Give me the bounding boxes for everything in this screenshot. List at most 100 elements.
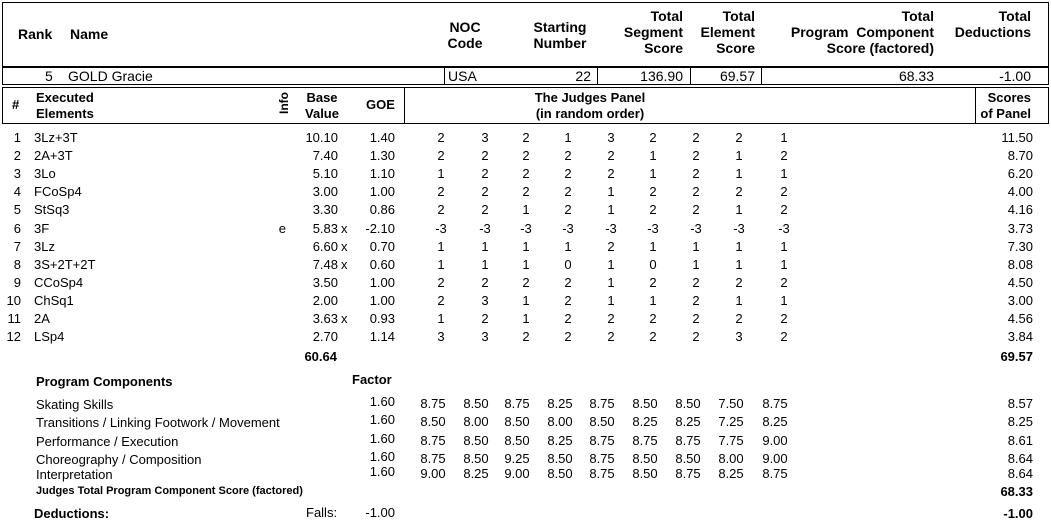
element-number: 4 (13, 184, 21, 199)
element-judge-score: 2 (692, 311, 700, 326)
component-judge-score: 7.25 (718, 414, 744, 429)
element-judge-score: -3 (479, 221, 491, 236)
element-judge-score: 2 (481, 148, 489, 163)
component-judge-score: 9.00 (504, 466, 530, 481)
element-judge-score: 2 (692, 293, 700, 308)
element-judge-score: 3 (481, 130, 489, 145)
element-name: 3Lz+3T (34, 130, 78, 145)
element-judge-score: 1 (780, 130, 788, 145)
program-components-title: Program Components (36, 374, 173, 389)
element-judge-score: -3 (778, 221, 790, 236)
deductions-header: Total Deductions (954, 8, 1031, 40)
element-judge-score: 2 (649, 130, 657, 145)
element-number: 1 (13, 130, 21, 145)
component-judge-score: 8.25 (675, 414, 701, 429)
element-name: StSq3 (34, 202, 70, 217)
element-score: 4.16 (1007, 202, 1033, 217)
component-judge-score: 8.75 (675, 466, 701, 481)
element-score: 3.73 (1007, 221, 1033, 236)
element-judge-score: 2 (735, 184, 743, 199)
component-judge-score: 9.00 (762, 433, 788, 448)
element-goe: 0.86 (369, 202, 395, 217)
element-judge-score: 2 (780, 184, 788, 199)
element-judge-score: 2 (481, 166, 489, 181)
component-judge-score: 8.75 (632, 433, 658, 448)
component-judge-score: 8.50 (675, 451, 701, 466)
base-value-header: Base Value (305, 90, 339, 121)
element-score: 6.20 (1007, 166, 1033, 181)
component-judge-score: 8.25 (463, 466, 489, 481)
element-judge-score: 2 (437, 202, 445, 217)
elements-num-header: # (12, 97, 20, 112)
element-bonus-mark: x (341, 257, 348, 272)
component-judge-score: 9.00 (762, 451, 788, 466)
element-judge-score: 2 (481, 275, 489, 290)
component-judge-score: 8.75 (420, 433, 446, 448)
element-judge-score: 1 (522, 202, 530, 217)
element-judge-score: -3 (690, 221, 702, 236)
element-judge-score: 1 (607, 184, 615, 199)
element-judge-score: 1 (780, 257, 788, 272)
element-goe: 1.00 (369, 184, 395, 199)
component-judge-score: 8.50 (504, 433, 530, 448)
element-number: 11 (7, 311, 22, 326)
pcs-total-label: Judges Total Program Component Score (fa… (36, 485, 303, 497)
skater-name: GOLD Gracie (68, 68, 153, 84)
element-judge-score: 2 (564, 275, 572, 290)
element-judge-score: 2 (607, 148, 615, 163)
element-judge-score: 2 (564, 329, 572, 344)
element-judge-score: 2 (692, 202, 700, 217)
element-judge-score: 2 (564, 184, 572, 199)
skater-starting-number: 22 (575, 68, 591, 84)
element-judge-score: -3 (435, 221, 447, 236)
component-judge-score: 8.75 (762, 466, 788, 481)
element-judge-score: 2 (780, 329, 788, 344)
element-number: 9 (13, 275, 21, 290)
element-judge-score: 1 (437, 166, 445, 181)
element-judge-score: 0 (649, 257, 657, 272)
name-header: Name (70, 26, 109, 42)
element-judge-score: 2 (735, 311, 743, 326)
rank-header: Rank (18, 26, 53, 42)
element-score-header: Total Element Score (700, 8, 755, 56)
element-judge-score: 2 (481, 184, 489, 199)
element-score: 4.56 (1007, 311, 1033, 326)
element-number: 6 (13, 221, 21, 236)
starting-number-header: Starting Number (533, 19, 587, 51)
element-name: CCoSp4 (34, 275, 84, 290)
element-bonus-mark: x (341, 221, 348, 236)
skater-rank: 5 (45, 68, 53, 84)
element-goe: 0.70 (369, 239, 395, 254)
element-judge-score: -3 (562, 221, 574, 236)
component-judge-score: 8.75 (675, 433, 701, 448)
element-judge-score: 2 (735, 275, 743, 290)
component-judge-score: 8.25 (547, 433, 573, 448)
element-judge-score: 2 (437, 184, 445, 199)
element-base-value: 7.40 (312, 148, 338, 163)
element-judge-score: 2 (735, 130, 743, 145)
element-number: 5 (13, 202, 21, 217)
element-judge-score: 1 (607, 275, 615, 290)
element-info: e (278, 221, 286, 236)
element-judge-score: 2 (564, 311, 572, 326)
element-goe: 1.14 (369, 329, 395, 344)
element-bonus-mark: x (341, 239, 348, 254)
component-judge-score: 8.50 (547, 466, 573, 481)
element-name: LSp4 (34, 329, 65, 344)
component-judge-score: 7.50 (718, 396, 744, 411)
element-number: 12 (6, 329, 21, 344)
deductions-label: Deductions: (34, 506, 110, 521)
element-judge-score: 3 (607, 130, 615, 145)
element-judge-score: 2 (649, 184, 657, 199)
component-judge-score: 8.00 (547, 414, 573, 429)
component-judge-score: 8.25 (718, 466, 744, 481)
element-judge-score: 1 (649, 293, 657, 308)
noc-header: NOC Code (447, 19, 483, 51)
element-number: 10 (6, 293, 21, 308)
component-score: 8.64 (1007, 451, 1033, 466)
skater-pcs: 68.33 (898, 68, 934, 84)
element-judge-score: 2 (692, 184, 700, 199)
element-judge-score: 2 (692, 329, 700, 344)
falls-value: -1.00 (365, 505, 395, 520)
component-judge-score: 9.00 (420, 466, 446, 481)
